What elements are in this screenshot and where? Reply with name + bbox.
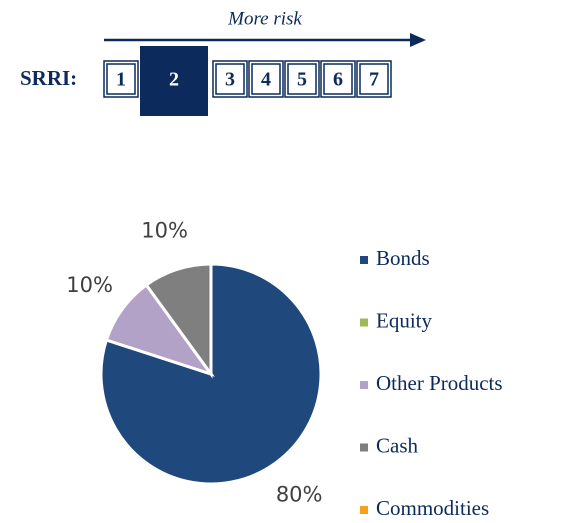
risk-direction: More risk (227, 8, 302, 29)
legend-label: Bonds (376, 246, 430, 270)
srri-box-inner (287, 63, 317, 95)
legend-label: Cash (376, 433, 419, 457)
legend-swatch (360, 506, 368, 514)
srri-box-inner (359, 63, 389, 95)
legend-swatch (360, 381, 368, 389)
legend-swatch (360, 443, 368, 452)
srri-level: 2 (169, 69, 179, 91)
srri-box (320, 60, 356, 98)
srri-level: 3 (225, 69, 235, 91)
slice-label: 10% (66, 273, 113, 297)
srri-box-selected (140, 46, 208, 116)
srri-box (103, 60, 139, 98)
pie-slice (144, 262, 213, 379)
legend-swatch (360, 256, 368, 264)
legend-label: Equity (376, 308, 432, 332)
srri-level: 5 (297, 69, 307, 91)
legend-swatch (360, 318, 368, 327)
srri-level: 4 (261, 69, 271, 91)
legend-label: Commodities (376, 496, 489, 520)
srri-label: SRRI: (20, 66, 77, 90)
srri-level: 1 (116, 69, 126, 91)
srri-box-inner (323, 63, 353, 95)
srri-box (212, 60, 248, 98)
srri-box (356, 60, 392, 98)
srri-box-inner (215, 63, 245, 95)
slice-label: 80% (276, 482, 323, 506)
arrow-head (410, 33, 426, 47)
srri-box (284, 60, 320, 98)
srri-box-inner (106, 63, 136, 95)
srri-box (248, 60, 284, 98)
srri-level: 7 (369, 69, 379, 91)
slice-label: 10% (141, 218, 188, 242)
srri-box-inner (251, 63, 281, 95)
srri-level: 6 (333, 69, 343, 91)
legend-label: Other Products (376, 371, 503, 395)
